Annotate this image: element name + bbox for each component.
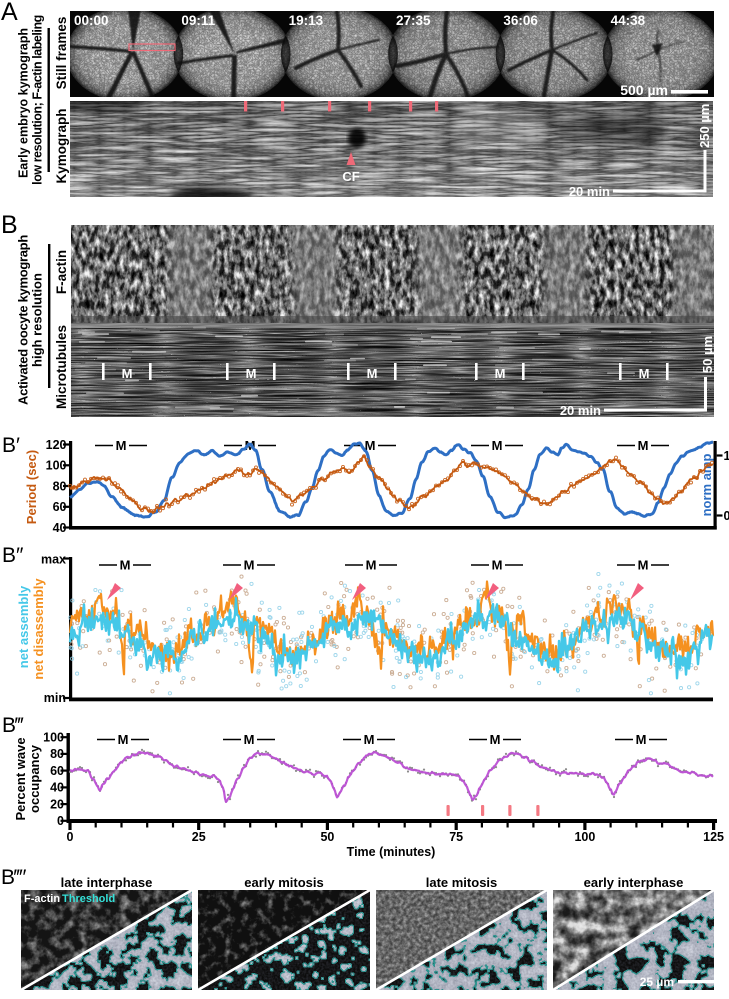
svg-text:M: M: [116, 438, 127, 453]
svg-text:100: 100: [43, 731, 64, 745]
svg-text:Percent wave: Percent wave: [13, 737, 28, 820]
svg-text:50 µm: 50 µm: [700, 336, 715, 373]
svg-text:M: M: [366, 558, 377, 573]
svg-text:M: M: [495, 366, 506, 381]
svg-text:60: 60: [50, 764, 64, 778]
svg-text:M: M: [122, 366, 133, 381]
svg-text:Time (minutes): Time (minutes): [347, 845, 436, 859]
svg-text:1: 1: [724, 449, 729, 463]
svg-text:120: 120: [46, 438, 67, 452]
svg-text:0: 0: [57, 814, 64, 828]
svg-text:125: 125: [703, 830, 724, 844]
svg-text:late interphase: late interphase: [61, 875, 153, 890]
svg-text:75: 75: [449, 830, 463, 844]
svg-text:Threshold: Threshold: [62, 893, 115, 905]
svg-text:M: M: [118, 732, 129, 747]
svg-text:M: M: [364, 732, 375, 747]
svg-text:F-actin: F-actin: [54, 250, 69, 294]
svg-text:M: M: [365, 438, 376, 453]
svg-text:Kymograph: Kymograph: [54, 108, 69, 183]
svg-text:20: 20: [50, 797, 64, 811]
svg-text:early interphase: early interphase: [584, 875, 684, 890]
svg-text:B′: B′: [2, 434, 20, 457]
svg-text:early mitosis: early mitosis: [244, 875, 324, 890]
svg-text:36:06: 36:06: [503, 13, 538, 28]
svg-text:Early embryo kymograph: Early embryo kymograph: [17, 28, 31, 178]
svg-text:40: 40: [50, 781, 64, 795]
svg-text:M: M: [367, 366, 378, 381]
svg-text:44:38: 44:38: [611, 13, 646, 28]
svg-text:B: B: [1, 211, 18, 239]
svg-text:M: M: [490, 732, 501, 747]
svg-text:Still frames: Still frames: [54, 17, 69, 90]
svg-text:M: M: [492, 438, 503, 453]
svg-text:M: M: [492, 558, 503, 573]
svg-text:high resolution: high resolution: [30, 273, 45, 367]
svg-text:M: M: [638, 438, 649, 453]
svg-text:low resolution; F-actin labeli: low resolution; F-actin labeling: [31, 15, 45, 185]
svg-text:net assembly: net assembly: [16, 585, 31, 668]
svg-text:B‴′: B‴′: [1, 866, 26, 889]
svg-text:60: 60: [53, 500, 67, 514]
svg-text:M: M: [636, 732, 647, 747]
svg-text:max: max: [41, 553, 66, 567]
svg-text:M: M: [246, 366, 257, 381]
svg-text:B‴: B‴: [2, 714, 24, 737]
svg-text:M: M: [638, 558, 649, 573]
svg-text:25: 25: [192, 830, 206, 844]
svg-text:late mitosis: late mitosis: [426, 875, 498, 890]
svg-text:M: M: [120, 558, 131, 573]
svg-text:Period (sec): Period (sec): [24, 450, 39, 524]
svg-text:50: 50: [320, 830, 334, 844]
svg-text:500 µm: 500 µm: [620, 82, 668, 98]
svg-text:20 min: 20 min: [569, 184, 610, 199]
svg-text:09:11: 09:11: [181, 13, 215, 28]
svg-text:norm amp: norm amp: [699, 454, 714, 517]
svg-text:M: M: [244, 558, 255, 573]
svg-text:100: 100: [46, 459, 67, 473]
svg-text:80: 80: [53, 479, 67, 493]
svg-text:40: 40: [53, 521, 67, 535]
svg-text:Microtubules: Microtubules: [54, 325, 69, 409]
svg-text:80: 80: [50, 747, 64, 761]
svg-text:250 µm: 250 µm: [697, 104, 712, 148]
svg-text:Activated oocyte kymograph: Activated oocyte kymograph: [16, 235, 31, 405]
svg-text:CF: CF: [342, 169, 359, 184]
svg-text:25 µm: 25 µm: [640, 975, 674, 989]
svg-text:F-actin: F-actin: [24, 893, 60, 905]
svg-text:0: 0: [724, 509, 729, 523]
svg-text:20 min: 20 min: [560, 403, 601, 418]
svg-text:min: min: [44, 691, 66, 705]
svg-text:net disassembly: net disassembly: [31, 578, 46, 680]
svg-text:00:00: 00:00: [74, 13, 109, 28]
svg-text:100: 100: [574, 830, 595, 844]
svg-text:A: A: [1, 0, 18, 26]
svg-text:occupancy: occupancy: [27, 744, 42, 813]
svg-text:0: 0: [67, 830, 74, 844]
svg-text:19:13: 19:13: [289, 13, 324, 28]
svg-text:B″: B″: [2, 544, 24, 567]
svg-text:M: M: [639, 366, 650, 381]
svg-text:M: M: [244, 732, 255, 747]
svg-text:27:35: 27:35: [396, 13, 431, 28]
